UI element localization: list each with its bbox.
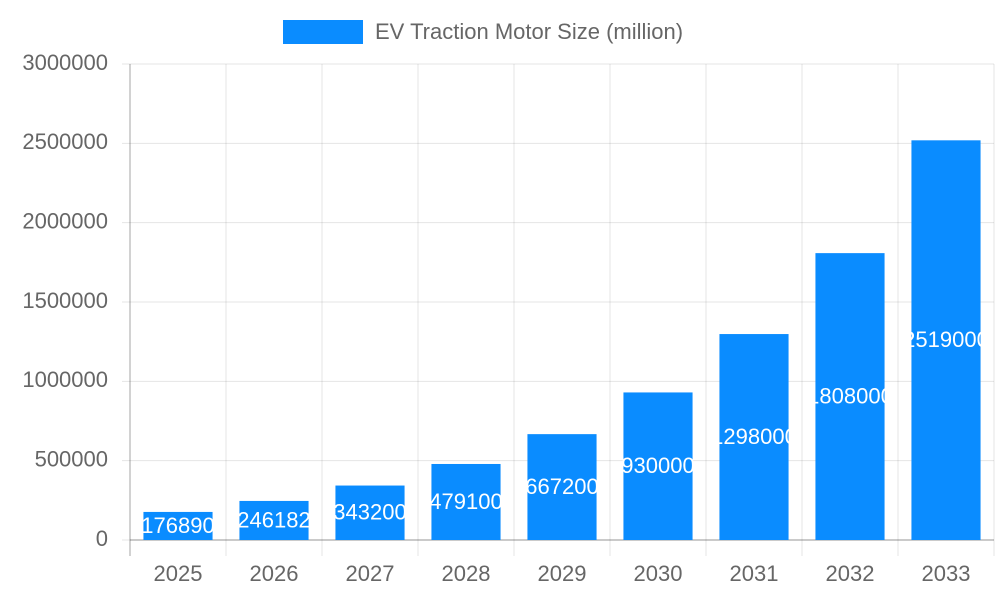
y-tick-label: 500000 [35,446,108,471]
bar [143,511,213,540]
bar [239,500,309,540]
x-tick-label: 2029 [538,561,587,586]
x-tick-label: 2027 [346,561,395,586]
x-tick-label: 2028 [442,561,491,586]
data-label: 246182 [237,507,310,532]
legend-label: EV Traction Motor Size (million) [375,19,683,44]
bar [623,392,693,540]
bar [335,485,405,540]
y-tick-label: 1000000 [22,367,108,392]
data-label: 176890 [141,513,214,538]
y-tick-label: 3000000 [22,50,108,75]
bar [527,434,597,540]
x-tick-label: 2030 [634,561,683,586]
y-tick-label: 0 [96,526,108,551]
y-tick-label: 2000000 [22,208,108,233]
x-tick-label: 2033 [922,561,971,586]
data-label: 667200 [525,474,598,499]
bar [911,140,981,540]
data-label: 343200 [333,500,406,525]
bar [815,253,885,540]
x-tick-label: 2031 [730,561,779,586]
x-tick-label: 2025 [154,561,203,586]
x-tick-label: 2026 [250,561,299,586]
data-label: 1808000 [807,383,893,408]
data-label: 479100 [429,489,502,514]
legend-swatch [283,20,363,44]
y-tick-label: 1500000 [22,288,108,313]
y-tick-label: 2500000 [22,129,108,154]
data-label: 1298000 [711,424,797,449]
data-label: 930000 [621,453,694,478]
x-tick-label: 2032 [826,561,875,586]
bar [431,463,501,540]
data-label: 2519000 [903,327,989,352]
bar [719,334,789,540]
